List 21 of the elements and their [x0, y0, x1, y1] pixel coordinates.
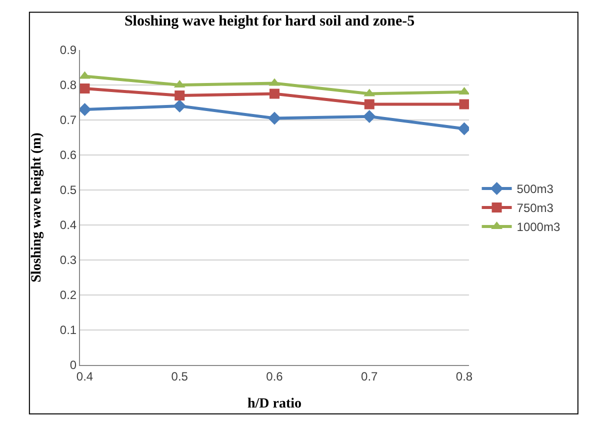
y-tick-label: 0.2 — [60, 288, 77, 302]
y-tick-label: 0.3 — [60, 253, 77, 268]
x-tick-label: 0.4 — [76, 369, 94, 384]
legend-label: 500m3 — [516, 182, 554, 196]
legend-label: 1000m3 — [516, 220, 560, 234]
x-tick-label: 0.6 — [266, 369, 284, 384]
y-axis-title: Sloshing wave height (m) — [30, 132, 45, 282]
y-tick-label: 0.9 — [60, 43, 77, 58]
y-tick-label: 0 — [70, 358, 77, 372]
x-axis-title: h/D ratio — [247, 396, 302, 412]
legend-label: 750m3 — [516, 201, 554, 216]
y-tick-label: 0.6 — [60, 148, 77, 162]
y-tick-label: 0.4 — [60, 218, 77, 232]
y-tick-label: 0.7 — [60, 113, 77, 128]
chart-title: Sloshing wave height for hard soil and zone-5 — [124, 13, 415, 30]
x-tick-label: 0.5 — [171, 369, 188, 384]
y-tick-label: 0.5 — [60, 183, 77, 198]
x-tick-label: 0.7 — [361, 369, 378, 384]
y-tick-label: 0.1 — [60, 323, 77, 338]
x-tick-label: 0.8 — [456, 369, 473, 384]
y-tick-label: 0.8 — [60, 78, 77, 92]
